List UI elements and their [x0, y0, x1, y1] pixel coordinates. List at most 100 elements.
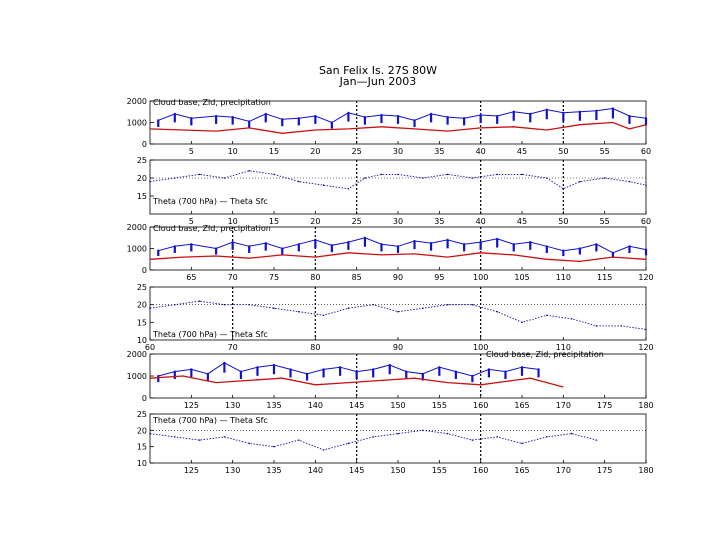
x-tick-label: 170	[556, 466, 571, 475]
theta-point	[372, 436, 375, 438]
y-tick-label: 0	[142, 266, 147, 275]
theta-point	[198, 439, 201, 441]
theta-point	[471, 303, 474, 306]
theta-point	[248, 170, 250, 172]
panel-label: Theta (700 hPa) — Theta Sfc	[152, 197, 268, 206]
x-tick-label: 165	[514, 466, 529, 475]
x-tick-label: 40	[476, 147, 486, 156]
cloud-base-line	[158, 362, 539, 377]
x-tick-label: 160	[473, 466, 488, 475]
x-tick-label: 5	[189, 147, 194, 156]
x-tick-label: 155	[432, 466, 447, 475]
x-tick-label: 140	[308, 466, 323, 475]
panel-label: Cloud base, Zld, precipitation	[486, 350, 604, 359]
theta-point	[471, 177, 474, 179]
theta-point	[248, 442, 250, 445]
theta-point	[446, 432, 449, 435]
theta-point	[149, 180, 151, 183]
y-tick-label: 1000	[127, 372, 147, 381]
x-tick-label: 100	[473, 273, 488, 282]
panel-label: Cloud base, Zld, precipitation	[153, 98, 271, 107]
x-tick-label: 60	[641, 217, 651, 226]
theta-point	[595, 325, 598, 327]
x-tick-label: 80	[310, 273, 320, 282]
x-tick-label: 60	[145, 343, 155, 352]
y-tick-label: 15	[137, 192, 147, 201]
y-tick-label: 2000	[127, 97, 147, 106]
theta-point	[248, 303, 250, 306]
theta-point	[347, 307, 350, 310]
theta-point	[570, 318, 573, 320]
x-tick-label: 10	[228, 147, 238, 156]
theta-point	[223, 436, 226, 438]
x-tick-label: 45	[517, 217, 527, 226]
theta-point	[496, 173, 499, 176]
theta-point	[496, 436, 499, 438]
theta-point	[273, 307, 275, 310]
x-tick-label: 150	[390, 401, 405, 410]
theta-point	[174, 303, 176, 306]
cloud-base-line	[158, 107, 647, 124]
x-tick-label: 55	[600, 147, 610, 156]
x-tick-label: 30	[393, 217, 403, 226]
x-tick-label: 90	[393, 273, 403, 282]
x-tick-label: 60	[641, 147, 651, 156]
y-tick-label: 15	[137, 443, 147, 452]
cloud-base-line	[158, 237, 647, 254]
theta-point	[347, 442, 350, 445]
theta-point	[223, 303, 226, 306]
x-tick-label: 145	[349, 401, 364, 410]
theta-point	[446, 303, 449, 306]
panel-cloud-3: 0 1000 2000 125 130 135 140 145 150 155 160 165 170 1…	[127, 350, 654, 410]
panel-theta-3: 10 15 20 25 125 130 135 140 145 150 155 160 165 170 17…	[137, 410, 654, 475]
chart-subtitle: Jan—Jun 2003	[339, 75, 417, 88]
x-tick-label: 110	[556, 343, 571, 352]
theta-line	[149, 429, 597, 451]
x-tick-label: 25	[352, 147, 362, 156]
theta-point	[273, 173, 275, 176]
zld-line	[149, 252, 647, 263]
theta-point	[198, 173, 201, 176]
x-tick-label: 35	[434, 147, 444, 156]
theta-point	[422, 307, 424, 310]
y-tick-label: 0	[142, 394, 147, 403]
x-tick-label: 40	[476, 217, 486, 226]
chart-title: San Felix Is. 27S 80W	[319, 64, 437, 77]
cloud-base-series	[157, 361, 540, 383]
y-tick-label: 20	[137, 426, 147, 435]
panel-label: Cloud base, Zld, precipitation	[153, 224, 271, 233]
y-tick-label: 10	[137, 459, 147, 468]
x-tick-label: 130	[225, 401, 240, 410]
y-tick-label: 25	[137, 283, 147, 292]
theta-point	[562, 188, 565, 190]
theta-point	[298, 180, 300, 183]
x-tick-label: 95	[434, 273, 444, 282]
theta-point	[372, 303, 375, 306]
x-tick-label: 120	[638, 273, 653, 282]
theta-point	[521, 442, 523, 445]
x-tick-label: 80	[310, 343, 320, 352]
x-tick-label: 165	[514, 401, 529, 410]
theta-point	[521, 321, 523, 324]
theta-point	[198, 300, 201, 302]
x-tick-label: 65	[186, 273, 196, 282]
x-tick-label: 20	[310, 147, 320, 156]
theta-point	[521, 173, 523, 176]
x-tick-label: 85	[352, 273, 362, 282]
x-tick-label: 175	[597, 466, 612, 475]
cloud-base-series	[157, 107, 648, 129]
y-tick-label: 1000	[127, 245, 147, 254]
cloud-base-series	[157, 236, 648, 258]
theta-point	[397, 432, 399, 435]
theta-point	[322, 184, 325, 186]
zld-line	[149, 375, 564, 388]
panel-theta-1: 15 20 25 5 10 15 20 25 30 35 40 45 50 55 60 Theta (700 …	[137, 156, 651, 226]
y-tick-label: 25	[137, 410, 147, 419]
x-tick-label: 175	[597, 401, 612, 410]
theta-point	[422, 429, 424, 432]
theta-point	[645, 184, 647, 186]
x-tick-label: 115	[597, 273, 612, 282]
theta-point	[603, 177, 606, 179]
theta-point	[546, 314, 548, 317]
x-tick-label: 180	[638, 401, 653, 410]
